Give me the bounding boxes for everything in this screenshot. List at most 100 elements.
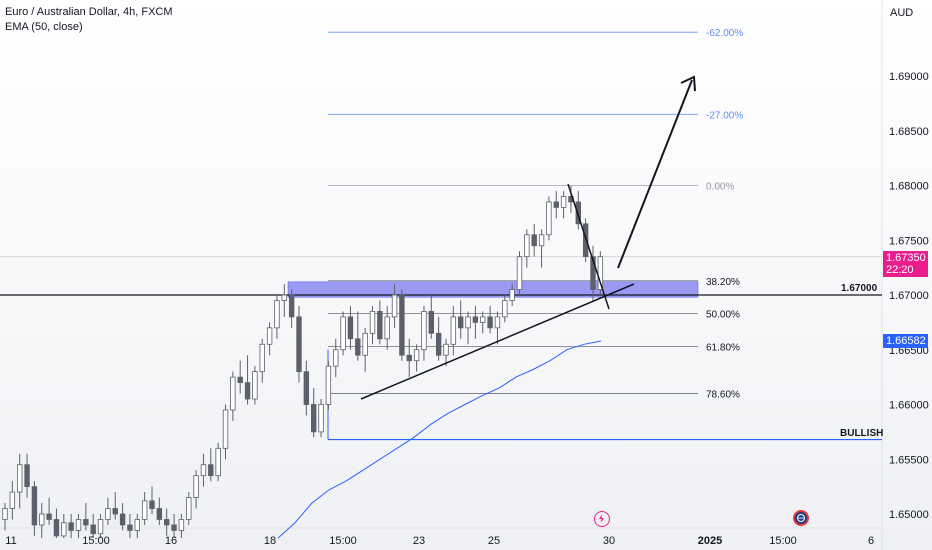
candle-body-80 [590,256,596,290]
candle-body-6 [46,513,52,520]
candle-body-2 [16,464,23,493]
time-tick-7: 30 [603,535,615,547]
ema-price-tag: 1.66582 [883,334,928,348]
support-level-label: 1.67000 [841,283,878,294]
candle-body-30 [222,409,229,449]
fibonacci-retracement: -62.00% -27.00% 0.00% 38.20% 50.00% 61.80% 78.… [328,28,743,401]
ema-line [277,340,602,539]
last-price-tag: 1.67350 22:20 [883,251,928,277]
candle-body-21 [156,508,163,520]
candle-body-31 [230,376,236,411]
descending-trendline [567,183,610,310]
candle-body-43 [318,404,324,433]
candle-body-71 [524,234,530,258]
candle-body-70 [516,256,523,290]
candle-body-51 [377,311,383,340]
candle-body-50 [369,311,376,334]
candle-body-5 [39,513,45,526]
price-tick-8: 1.65000 [889,509,929,521]
candle-body-56 [413,349,420,362]
trendline-drawings [360,75,696,400]
price-tick-6: 1.66000 [889,400,929,412]
candle-body-47 [347,316,354,340]
candle-body-23 [171,524,177,531]
chart-grid [0,0,883,550]
price-tick-1: 1.68500 [889,126,929,138]
time-tick-3: 18 [264,535,276,547]
candle-body-46 [340,316,346,351]
candle-body-20 [149,500,155,509]
candle-body-10 [75,519,82,531]
candle-body-1 [9,491,16,509]
candle-body-40 [296,316,302,373]
time-tick-6: 25 [488,535,500,547]
price-tick-4: 1.67000 [889,290,929,302]
last-price-value: 1.67350 [886,252,926,264]
candle-body-63 [465,316,471,329]
candles [2,185,604,539]
currency-label[interactable]: AUD [890,7,914,19]
candle-body-26 [193,475,199,498]
time-tick-4: 15:00 [329,535,357,547]
indicator-label[interactable]: EMA (50, close) [5,21,83,33]
symbol-title[interactable]: Euro / Australian Dollar, 4h, FXCM [5,6,173,18]
ema-50-line [277,340,602,539]
price-tick-7: 1.65500 [889,454,929,466]
fib-label-4: 50.00% [706,310,740,321]
lightning-event-icon[interactable] [594,511,610,527]
price-tick-2: 1.68000 [889,181,929,193]
projection-arrow [617,79,693,269]
candle-body-64 [472,316,479,323]
candle-body-73 [538,234,545,247]
candle-body-13 [97,519,104,535]
time-axis: 11 15:00 16 18 15:00 23 25 30 2025 15:00 6 [5,535,874,547]
candle-body-69 [509,289,515,301]
candle-body-76 [560,196,567,208]
candle-body-22 [163,519,170,526]
candle-body-19 [141,500,148,520]
candle-body-17 [127,524,133,531]
candle-body-44 [325,365,332,405]
candle-body-8 [61,522,67,537]
candle-body-60 [443,343,449,356]
candle-body-39 [288,294,295,318]
candle-body-62 [457,316,464,329]
candle-body-28 [208,464,214,477]
candle-body-75 [553,201,559,208]
candle-body-59 [435,332,442,356]
candle-body-24 [178,519,185,531]
candle-body-48 [355,338,361,356]
candle-body-55 [406,354,412,362]
time-tick-8: 2025 [698,535,722,547]
time-tick-9: 15:00 [769,535,797,547]
candle-body-67 [494,316,501,329]
time-tick-0: 11 [5,535,16,547]
candle-body-34 [252,371,258,400]
candle-body-54 [399,294,405,356]
time-tick-10: 6 [868,535,874,547]
candle-body-18 [134,519,140,531]
candle-body-4 [31,486,38,526]
fib-label-2: 0.00% [706,182,734,193]
ascending-trendline [360,283,635,400]
bar-countdown: 22:20 [886,264,914,276]
candle-body-32 [237,376,243,383]
price-tick-0: 1.69000 [889,71,929,83]
candle-body-15 [112,508,118,515]
candle-body-27 [200,464,207,477]
price-axis: 1.690001.685001.680001.675001.670001.665… [889,71,929,521]
candle-body-29 [215,447,221,477]
calendar-event-icon[interactable] [793,510,809,526]
candle-body-41 [303,371,310,405]
arrow-head [680,75,696,92]
candle-body-25 [186,497,192,520]
candle-body-81 [597,256,604,290]
candle-body-79 [582,223,589,258]
candle-body-78 [575,201,581,225]
candle-body-38 [281,294,287,301]
candle-body-74 [546,201,552,236]
candle-body-16 [119,513,126,526]
candle-body-49 [362,332,368,356]
candle-body-9 [68,522,74,531]
